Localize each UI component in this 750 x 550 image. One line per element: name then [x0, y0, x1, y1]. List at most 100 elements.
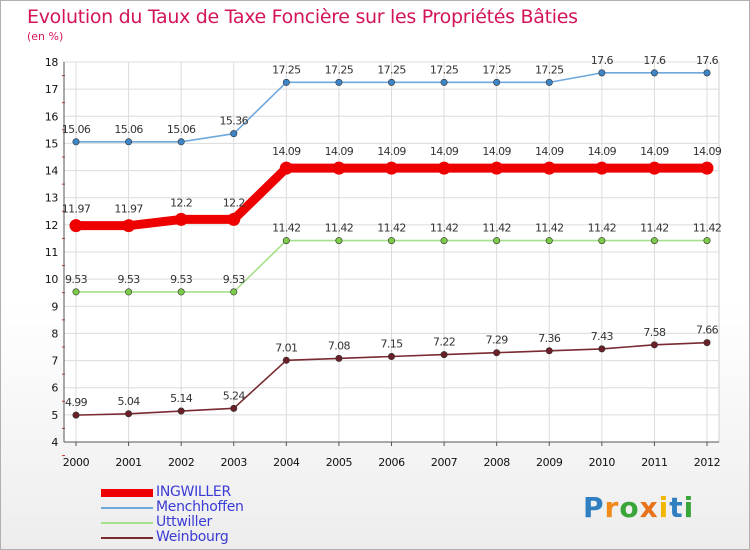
data-label-weinbourg: 7.01 — [275, 341, 297, 354]
data-label-uttwiller: 9.53 — [65, 273, 88, 286]
legend-swatch — [101, 507, 153, 509]
legend-label: Uttwiller — [156, 514, 213, 530]
data-point-ingwiller — [437, 161, 451, 175]
data-label-menchhoffen: 17.25 — [430, 63, 459, 76]
data-point-menchhoffen — [125, 138, 133, 146]
x-tick-label: 2005 — [326, 456, 353, 469]
legend-item-menchhoffen: Menchhoffen — [101, 499, 351, 515]
data-point-uttwiller — [650, 237, 658, 245]
data-label-ingwiller: 12.2 — [170, 196, 192, 209]
data-point-weinbourg — [230, 404, 238, 412]
data-label-weinbourg: 7.43 — [591, 330, 614, 343]
data-label-ingwiller: 12.2 — [223, 196, 245, 209]
data-label-weinbourg: 5.24 — [223, 389, 246, 402]
data-point-ingwiller — [69, 219, 83, 233]
data-point-menchhoffen — [703, 69, 711, 77]
data-label-uttwiller: 9.53 — [118, 273, 141, 286]
y-tick-label: 6 — [51, 382, 58, 395]
y-tick-label: 17 — [45, 83, 59, 96]
chart-subtitle: (en %) — [27, 30, 64, 43]
y-tick-label: 16 — [45, 110, 59, 123]
data-label-uttwiller: 11.42 — [325, 222, 354, 235]
data-label-menchhoffen: 15.06 — [62, 123, 91, 136]
data-point-ingwiller — [122, 219, 136, 233]
data-label-menchhoffen: 17.25 — [482, 63, 511, 76]
y-tick-label: 9 — [51, 300, 58, 313]
data-point-uttwiller — [282, 237, 290, 245]
data-label-weinbourg: 7.08 — [328, 339, 351, 352]
data-label-ingwiller: 14.09 — [430, 145, 459, 158]
data-label-menchhoffen: 17.25 — [272, 63, 301, 76]
data-label-menchhoffen: 17.25 — [325, 63, 354, 76]
logo-letter: t — [669, 491, 684, 524]
data-point-weinbourg — [703, 339, 711, 347]
proxiti-logo: Proxiti — [583, 491, 694, 524]
logo-letter: P — [583, 491, 605, 524]
logo-letter: o — [619, 491, 640, 524]
data-point-menchhoffen — [650, 69, 658, 77]
data-label-menchhoffen: 17.6 — [696, 54, 719, 67]
data-point-menchhoffen — [545, 78, 553, 86]
data-label-menchhoffen: 17.6 — [643, 54, 666, 67]
data-label-weinbourg: 7.66 — [696, 324, 719, 337]
data-label-uttwiller: 11.42 — [535, 222, 564, 235]
data-point-ingwiller — [279, 161, 293, 175]
x-tick-label: 2002 — [168, 456, 194, 469]
data-label-ingwiller: 14.09 — [325, 145, 354, 158]
data-label-menchhoffen: 17.25 — [377, 63, 406, 76]
data-label-weinbourg: 5.04 — [118, 395, 141, 408]
x-tick-label: 2009 — [536, 456, 563, 469]
data-point-uttwiller — [335, 237, 343, 245]
data-label-weinbourg: 7.58 — [643, 326, 666, 339]
y-tick-label: 14 — [45, 165, 59, 178]
legend: INGWILLER Menchhoffen Uttwiller Weinbour… — [101, 484, 351, 545]
y-tick-label: 4 — [51, 436, 58, 449]
x-tick-label: 2011 — [641, 456, 667, 469]
data-label-uttwiller: 11.42 — [430, 222, 459, 235]
data-label-weinbourg: 7.36 — [538, 332, 561, 345]
data-label-ingwiller: 14.09 — [693, 145, 722, 158]
data-point-ingwiller — [174, 212, 188, 226]
x-tick-label: 2001 — [115, 456, 141, 469]
data-label-menchhoffen: 17.6 — [591, 54, 614, 67]
data-label-uttwiller: 11.42 — [272, 222, 301, 235]
data-point-menchhoffen — [230, 130, 238, 138]
legend-label: Weinbourg — [156, 529, 229, 545]
data-label-menchhoffen: 15.06 — [167, 123, 196, 136]
data-label-uttwiller: 9.53 — [170, 273, 193, 286]
data-point-ingwiller — [332, 161, 346, 175]
legend-swatch — [101, 537, 153, 539]
data-label-ingwiller: 11.97 — [114, 203, 143, 216]
y-tick-label: 10 — [45, 273, 59, 286]
data-point-uttwiller — [545, 237, 553, 245]
x-tick-label: 2000 — [63, 456, 90, 469]
x-tick-label: 2010 — [589, 456, 616, 469]
data-point-uttwiller — [598, 237, 606, 245]
data-label-ingwiller: 14.09 — [272, 145, 301, 158]
legend-swatch — [101, 489, 153, 497]
data-point-weinbourg — [493, 349, 501, 357]
logo-letter: r — [604, 491, 620, 524]
data-label-ingwiller: 14.09 — [482, 145, 511, 158]
y-tick-label: 18 — [45, 56, 59, 69]
data-point-ingwiller — [647, 161, 661, 175]
data-label-ingwiller: 14.09 — [588, 145, 617, 158]
data-point-weinbourg — [440, 351, 448, 359]
data-point-weinbourg — [125, 410, 133, 418]
legend-item-uttwiller: Uttwiller — [101, 514, 351, 530]
data-label-uttwiller: 9.53 — [223, 273, 246, 286]
y-tick-label: 11 — [45, 246, 58, 259]
legend-label: Menchhoffen — [156, 499, 244, 515]
data-point-menchhoffen — [335, 78, 343, 86]
data-point-menchhoffen — [282, 78, 290, 86]
data-point-uttwiller — [125, 288, 133, 296]
y-tick-label: 12 — [45, 219, 58, 232]
data-label-ingwiller: 14.09 — [377, 145, 406, 158]
data-point-menchhoffen — [440, 78, 448, 86]
data-label-menchhoffen: 15.36 — [220, 115, 249, 128]
series-lines — [69, 69, 714, 419]
data-label-menchhoffen: 15.06 — [114, 123, 143, 136]
data-label-menchhoffen: 17.25 — [535, 63, 564, 76]
data-point-weinbourg — [72, 411, 80, 419]
